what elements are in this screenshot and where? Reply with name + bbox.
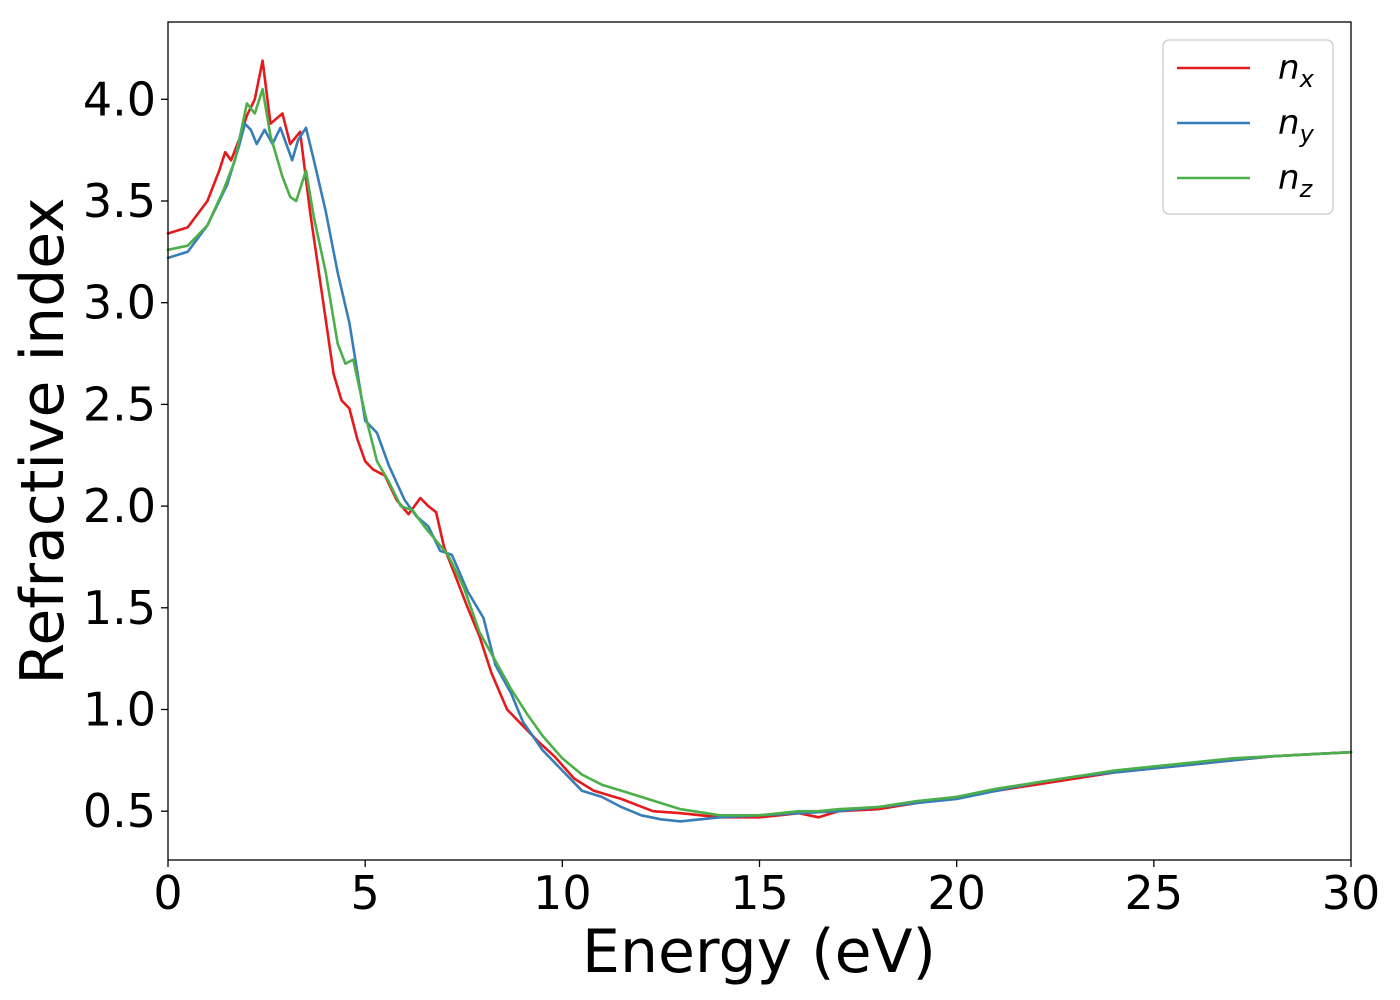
series-line-y — [166, 122, 1353, 823]
y-tick-label: 2.5 — [83, 377, 156, 431]
y-tick-label: 3.5 — [83, 174, 156, 228]
y-axis-title: Refractive index — [8, 197, 78, 684]
plot-background — [168, 22, 1351, 860]
y-tick-label: 2.0 — [83, 479, 156, 533]
legend-label-subscript: z — [1299, 175, 1314, 203]
x-tick-label: 30 — [1322, 866, 1381, 920]
y-tick-label: 1.0 — [83, 682, 156, 736]
legend-label-base: n — [1278, 103, 1300, 143]
legend-label-y: ny — [1278, 103, 1315, 148]
series-layer — [166, 59, 1353, 823]
legend-box — [1162, 39, 1334, 215]
series-line-z — [166, 87, 1353, 817]
legend-label-subscript: x — [1299, 65, 1315, 93]
x-tick-label: 20 — [927, 866, 986, 920]
y-tick-label: 4.0 — [83, 72, 156, 126]
x-tick-label: 25 — [1125, 866, 1184, 920]
legend-label-subscript: y — [1299, 120, 1315, 148]
x-tick-label: 0 — [153, 866, 182, 920]
legend-label-base: n — [1278, 158, 1300, 198]
legend-label-base: n — [1278, 48, 1300, 88]
x-axis-title: Energy (eV) — [582, 917, 936, 987]
y-tick-label: 0.5 — [83, 784, 156, 838]
y-tick-label: 1.5 — [83, 581, 156, 635]
y-tick-label: 3.0 — [83, 276, 156, 330]
x-tick-label: 15 — [730, 866, 789, 920]
x-tick-label: 5 — [351, 866, 380, 920]
x-axis-ticks: 0 5 10 15 20 25 30 — [153, 860, 1380, 920]
legend-label-x: nx — [1278, 48, 1315, 93]
y-axis-ticks: 0.5 1.0 1.5 2.0 2.5 3.0 3.5 4.0 — [83, 72, 168, 838]
x-tick-label: 10 — [533, 866, 592, 920]
legend-label-z: nz — [1278, 158, 1314, 203]
